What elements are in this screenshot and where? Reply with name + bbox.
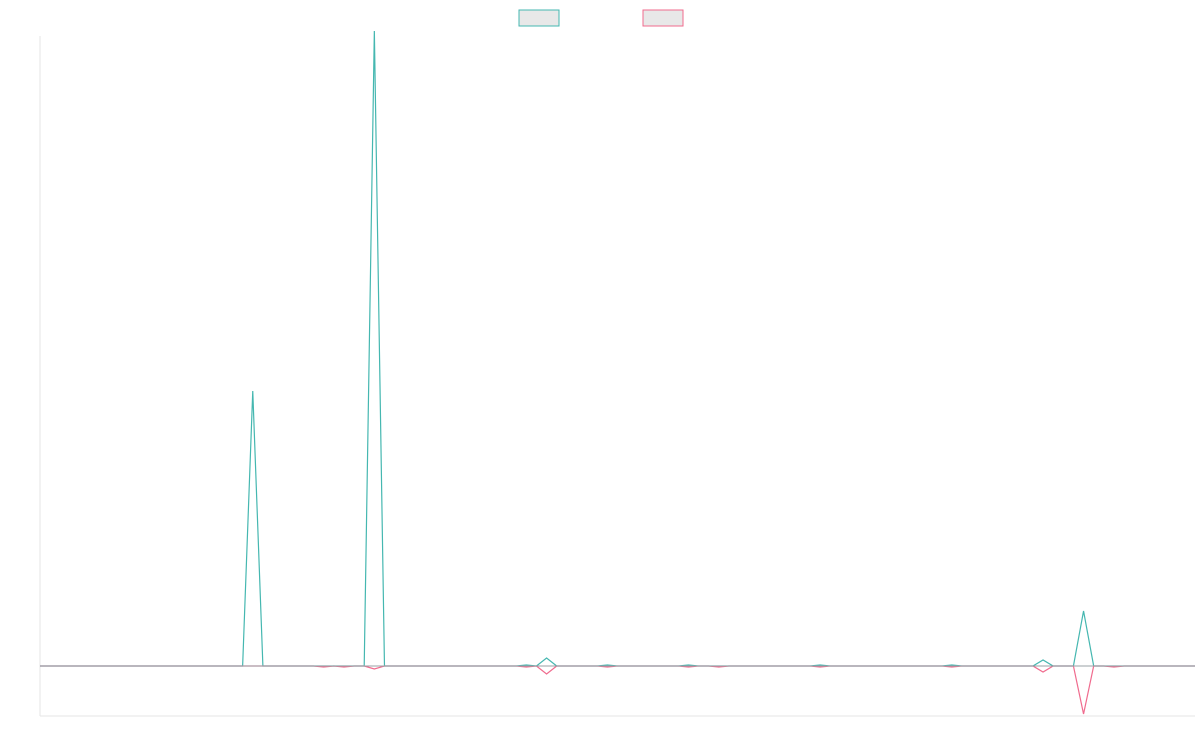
legend-swatch-2[interactable] — [642, 9, 684, 27]
series-line-1 — [40, 30, 1195, 667]
legend[interactable] — [518, 9, 684, 27]
legend-swatch-1[interactable] — [518, 9, 560, 27]
chart-series — [40, 30, 1195, 715]
series-line-2 — [40, 665, 1195, 715]
chart-axes — [39, 36, 1195, 717]
